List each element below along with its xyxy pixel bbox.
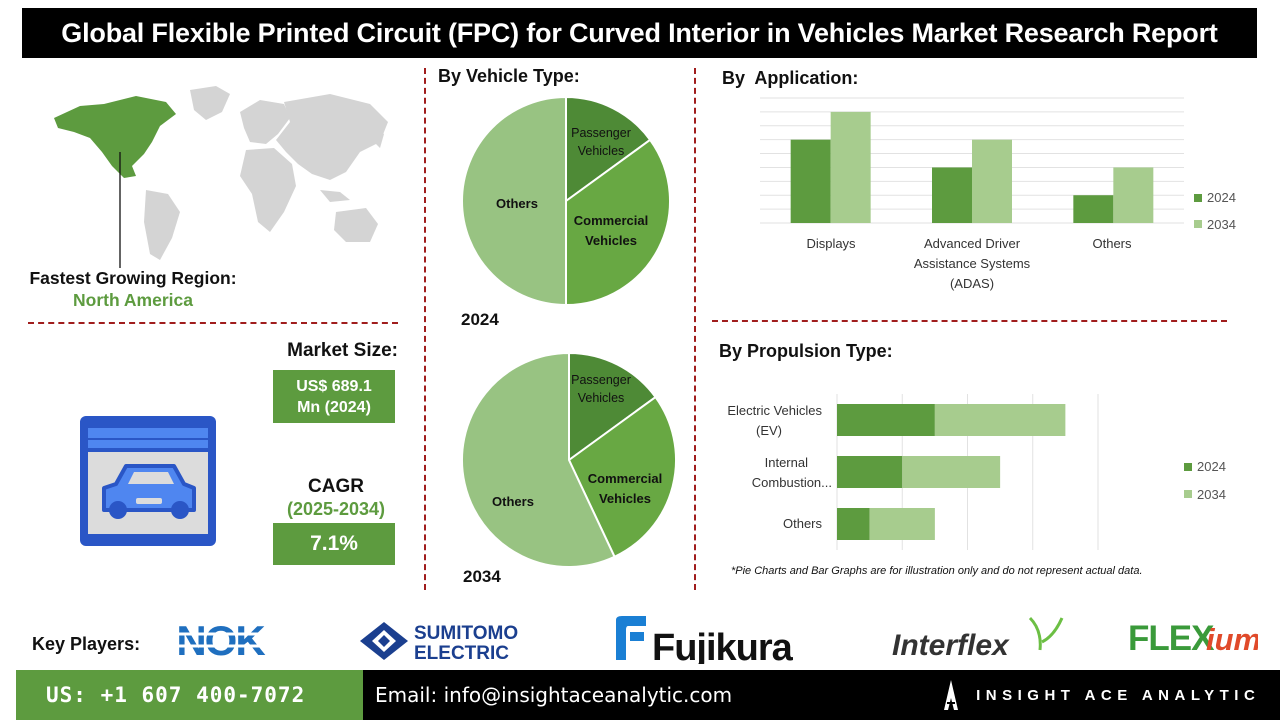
prop-legend-2024-swatch: [1184, 463, 1192, 471]
market-size-value-box: US$ 689.1 Mn (2024): [273, 370, 395, 423]
pie-chart-2034: Passenger Vehicles Commercial Vehicles O…: [461, 351, 677, 568]
app-legend-2034: 2034: [1207, 217, 1236, 232]
propulsion-bar-chart: Electric Vehicles (EV) Internal Combusti…: [727, 394, 1226, 550]
footer-contact-bar: Email: info@insightaceanalytic.com INSIG…: [363, 670, 1280, 720]
fujikura-logo-text: Fujikura: [652, 627, 794, 664]
app-bar-2034-2: [1113, 167, 1154, 223]
app-xlabel-adas-line3: (ADAS): [950, 276, 994, 291]
pie-2024-year: 2024: [461, 310, 499, 329]
fastest-growing-region-label: Fastest Growing Region:: [29, 268, 237, 288]
cagr-label: CAGR: [308, 476, 364, 497]
pie-slice-2034-0: [568, 351, 657, 462]
prop-legend-2034: 2034: [1197, 487, 1226, 502]
pie-2024-label-commercial-line2: Vehicles: [585, 233, 637, 248]
prop-bar-2024-2: [837, 508, 870, 540]
pie-2034-label-commercial-line1: Commercial: [588, 471, 662, 486]
nok-logo: NOK: [164, 620, 276, 660]
pie-slice-2024-1: [565, 138, 671, 307]
illustration-note: *Pie Charts and Bar Graphs are for illus…: [731, 565, 1143, 577]
pie-2034-label-passenger-line1: Passenger: [571, 373, 631, 387]
pie-2034-year: 2034: [463, 567, 501, 586]
fujikura-logo: Fujikura: [616, 616, 795, 664]
divider-right-horizontal: [712, 320, 1227, 322]
sumitomo-logo-line1: SUMITOMO: [414, 623, 518, 644]
market-size-value-line1: US$ 689.1: [296, 377, 372, 395]
vehicle-garage-icon: [80, 416, 216, 546]
app-legend-2024: 2024: [1207, 190, 1236, 205]
app-bar-2034-1: [972, 139, 1012, 223]
prop-bar-2024-1: [837, 456, 903, 488]
sumitomo-electric-logo: SUMITOMO ELECTRIC: [360, 622, 518, 662]
flexium-logo: FLEX ium: [1128, 619, 1258, 658]
prop-bar-2034-2: [869, 508, 935, 540]
cagr-period: (2025-2034): [286, 499, 386, 519]
pie-2034-label-commercial-line2: Vehicles: [599, 491, 651, 506]
pie-slice-2024-0: [565, 95, 652, 203]
application-bar-chart: Displays Advanced Driver Assistance Syst…: [760, 97, 1236, 291]
prop-ylabel-others: Others: [783, 516, 823, 531]
application-bars: [790, 111, 1154, 223]
app-xlabel-adas-line2: Assistance Systems: [914, 256, 1031, 271]
interflex-leaf-icon: [1028, 616, 1064, 651]
vehicle-type-heading: By Vehicle Type:: [438, 66, 580, 86]
pie-slice-2034-1: [567, 395, 677, 559]
prop-bar-2034-0: [934, 404, 1066, 436]
key-players-label: Key Players:: [32, 634, 141, 654]
world-map: [54, 86, 388, 268]
interflex-logo-text: Interflex: [892, 629, 1010, 662]
pie-2034-label-others: Others: [492, 494, 534, 509]
prop-bar-2024-0: [837, 404, 935, 436]
pie-slice-2024-2: [461, 95, 567, 307]
flexium-logo-text-flex: FLEX: [1128, 619, 1215, 658]
footer-brand: INSIGHT ACE ANALYTIC: [976, 686, 1261, 704]
pie-chart-2024: Passenger Vehicles Commercial Vehicles O…: [461, 95, 671, 307]
prop-ylabel-ice-line1: Internal: [765, 455, 808, 470]
app-bar-2024-2: [1073, 195, 1114, 223]
pie-2024-label-passenger-line2: Vehicles: [578, 144, 625, 158]
pie-slice-2034-2: [461, 351, 616, 568]
world-map-land-icon: [144, 86, 388, 260]
app-xlabel-displays: Displays: [806, 236, 856, 251]
nok-logo-text: NOK: [176, 620, 265, 660]
report-title: Global Flexible Printed Circuit (FPC) fo…: [22, 8, 1257, 58]
prop-bar-2034-1: [902, 456, 1001, 488]
app-bar-2024-1: [932, 167, 972, 223]
fujikura-mark-icon: [616, 616, 646, 660]
app-bar-2024-0: [790, 139, 831, 223]
pie-2034-label-passenger-line2: Vehicles: [578, 391, 625, 405]
pie-2024-label-passenger-line1: Passenger: [571, 126, 631, 140]
fastest-growing-region-value: North America: [73, 290, 193, 310]
flexium-logo-text-ium: ium: [1206, 622, 1258, 657]
prop-legend-2034-swatch: [1184, 490, 1192, 498]
pie-2024-label-others: Others: [496, 196, 538, 211]
interflex-logo: Interflex: [892, 616, 1064, 662]
footer-phone[interactable]: US: +1 607 400-7072: [16, 670, 363, 720]
market-size-label: Market Size:: [287, 340, 398, 361]
pie-2034-slices: [461, 351, 677, 568]
app-xlabel-adas-line1: Advanced Driver: [924, 236, 1021, 251]
pie-2024-slices: [461, 95, 671, 307]
divider-left-horizontal: [28, 322, 398, 324]
divider-right: [694, 68, 696, 590]
app-xlabel-others: Others: [1092, 236, 1132, 251]
sumitomo-logo-line2: ELECTRIC: [414, 643, 509, 662]
application-heading: By Application:: [722, 68, 859, 88]
pie-2024-label-commercial-line1: Commercial: [574, 213, 648, 228]
divider-left: [424, 68, 426, 590]
propulsion-bars: [837, 404, 1066, 540]
north-america-region-icon: [54, 96, 176, 178]
propulsion-heading: By Propulsion Type:: [719, 341, 893, 361]
prop-ylabel-ev-line1: Electric Vehicles: [727, 403, 822, 418]
prop-ylabel-ice-line2: Combustion...: [752, 475, 832, 490]
app-legend-2034-swatch: [1194, 220, 1202, 228]
app-legend-2024-swatch: [1194, 194, 1202, 202]
app-bar-2034-0: [830, 111, 871, 223]
market-size-value-line2: Mn (2024): [297, 398, 371, 416]
prop-ylabel-ev-line2: (EV): [756, 423, 782, 438]
insight-ace-logo-icon: [944, 680, 959, 710]
footer-email[interactable]: Email: info@insightaceanalytic.com: [375, 683, 733, 707]
prop-legend-2024: 2024: [1197, 459, 1226, 474]
cagr-value-box: 7.1%: [273, 523, 395, 565]
